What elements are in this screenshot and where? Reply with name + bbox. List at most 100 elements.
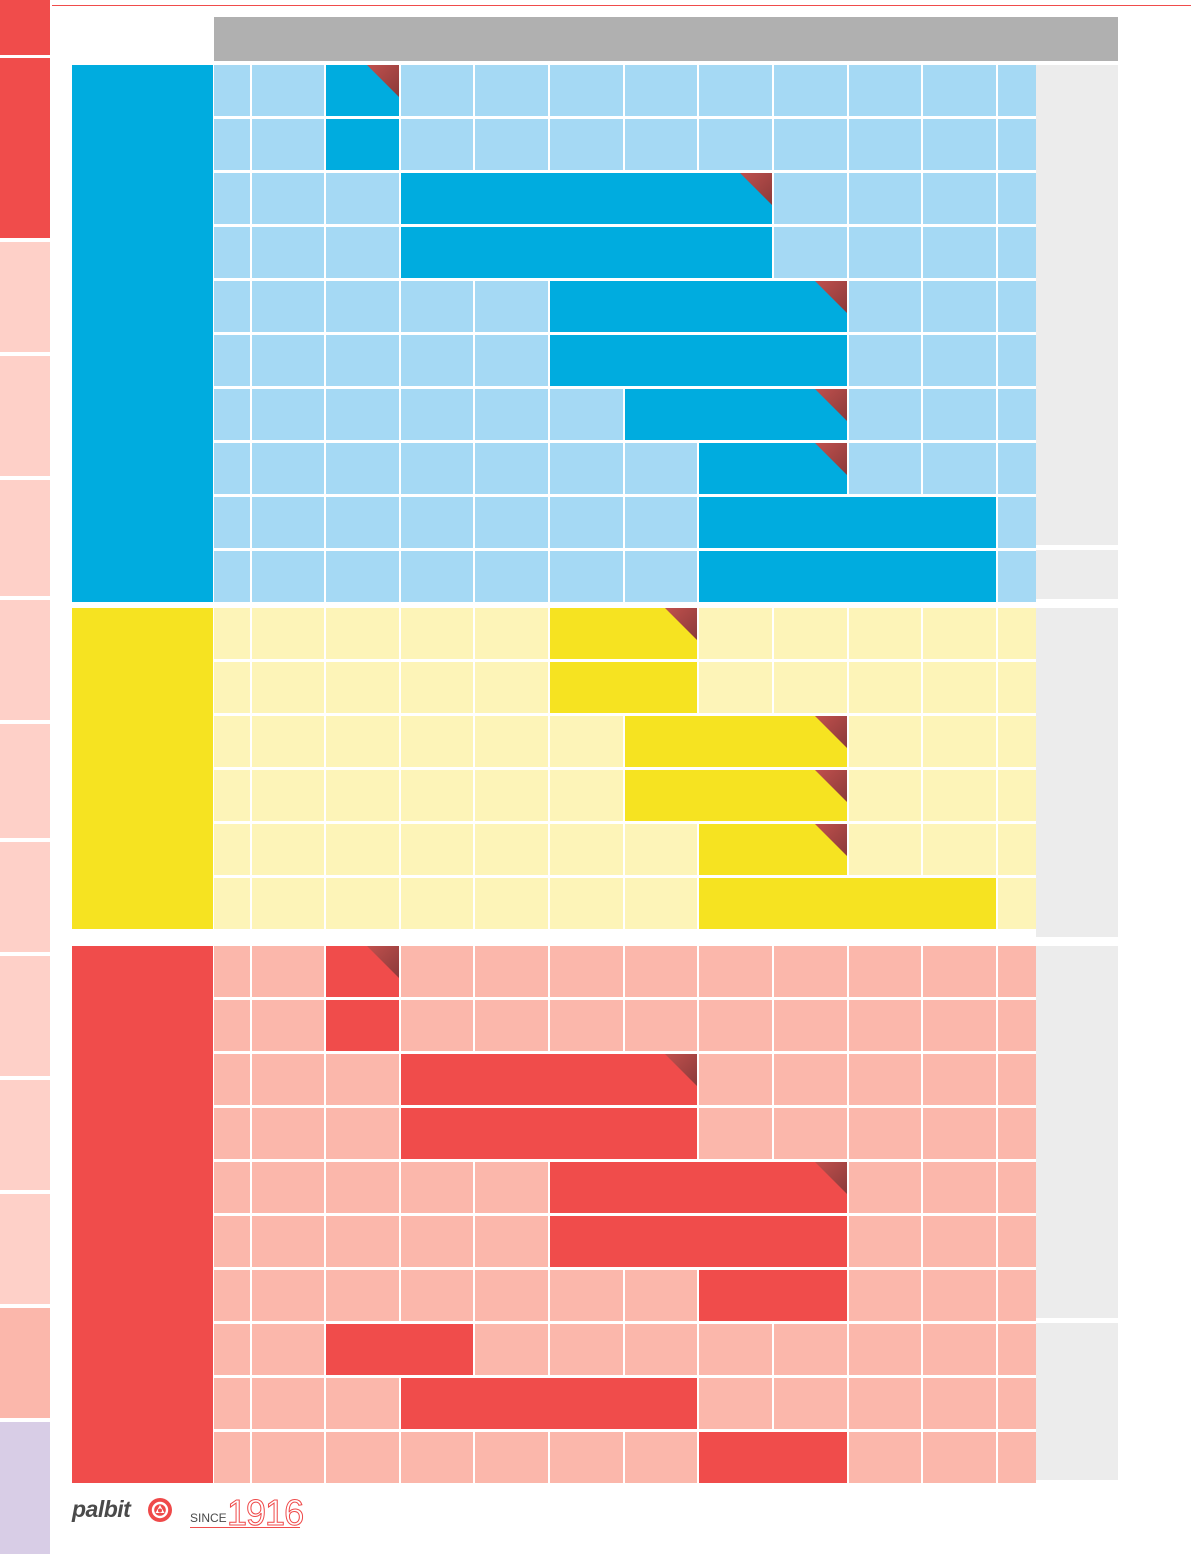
corner-marker-icon (815, 389, 847, 421)
grid-cell (699, 662, 772, 713)
grid-cell (252, 608, 324, 659)
range-bar (699, 824, 847, 875)
yellow-group-label-block (72, 608, 213, 929)
grid-cell (923, 281, 996, 332)
grid-cell (401, 878, 473, 929)
grid-cell (774, 227, 847, 278)
red-group-side-panel-2 (1036, 1323, 1118, 1480)
range-bar (401, 1378, 697, 1429)
grid-cell (849, 1324, 921, 1375)
grid-cell (923, 119, 996, 170)
grid-cell (214, 551, 250, 602)
grid-cell (252, 1324, 324, 1375)
grid-cell (923, 946, 996, 997)
grid-cell (849, 1270, 921, 1321)
grid-cell (625, 119, 697, 170)
grid-cell (475, 389, 548, 440)
grid-cell (998, 946, 1036, 997)
grid-cell (923, 608, 996, 659)
grid-cell (849, 119, 921, 170)
grid-cell (401, 946, 473, 997)
grid-cell (252, 1054, 324, 1105)
grid-cell (550, 497, 623, 548)
table-row (214, 1108, 1036, 1159)
range-bar (699, 443, 847, 494)
grid-cell (326, 878, 399, 929)
grid-cell (699, 1324, 772, 1375)
grid-cell (401, 119, 473, 170)
grid-cell (923, 1378, 996, 1429)
grid-cell (849, 1162, 921, 1213)
grid-cell (625, 878, 697, 929)
grid-cell (326, 1378, 399, 1429)
grid-cell (326, 1270, 399, 1321)
grid-cell (849, 716, 921, 767)
grid-cell (625, 1432, 697, 1483)
grid-cell (475, 946, 548, 997)
grid-cell (214, 1162, 250, 1213)
side-tab-7[interactable] (0, 724, 50, 838)
grid-cell (998, 1162, 1036, 1213)
grid-cell (849, 1432, 921, 1483)
grid-cell (923, 1108, 996, 1159)
grid-cell (326, 551, 399, 602)
side-tab-2[interactable] (0, 58, 50, 238)
grid-cell (401, 662, 473, 713)
grid-cell (998, 335, 1036, 386)
side-tab-5[interactable] (0, 480, 50, 596)
grid-cell (475, 1432, 548, 1483)
grid-cell (252, 335, 324, 386)
blue-group-label-block (72, 65, 213, 602)
grid-cell (849, 335, 921, 386)
grid-cell (774, 1378, 847, 1429)
table-row (214, 1432, 1036, 1483)
grid-cell (475, 497, 548, 548)
range-bar (550, 335, 847, 386)
table-row (214, 1216, 1036, 1267)
grid-cell (401, 1270, 473, 1321)
side-tab-9[interactable] (0, 956, 50, 1076)
grid-cell (774, 173, 847, 224)
side-tab-10[interactable] (0, 1080, 50, 1190)
grid-cell (475, 281, 548, 332)
grid-cell (475, 1270, 548, 1321)
grid-cell (849, 1000, 921, 1051)
side-tab-3[interactable] (0, 242, 50, 352)
range-bar (699, 1432, 847, 1483)
side-tab-11[interactable] (0, 1194, 50, 1304)
table-row (214, 389, 1036, 440)
grid-cell (214, 173, 250, 224)
grid-cell (401, 281, 473, 332)
side-tab-4[interactable] (0, 356, 50, 476)
side-tab-1[interactable] (0, 0, 50, 55)
side-tab-6[interactable] (0, 600, 50, 720)
side-tab-12[interactable] (0, 1308, 50, 1418)
grid-cell (998, 227, 1036, 278)
table-row (214, 497, 1036, 548)
grid-cell (401, 1432, 473, 1483)
grid-cell (401, 335, 473, 386)
grid-cell (625, 1270, 697, 1321)
grid-cell (998, 443, 1036, 494)
grid-cell (998, 281, 1036, 332)
grid-cell (401, 770, 473, 821)
grid-cell (774, 1324, 847, 1375)
grid-cell (252, 770, 324, 821)
grid-cell (252, 551, 324, 602)
range-bar (699, 1270, 847, 1321)
table-row (214, 119, 1036, 170)
grid-cell (923, 1216, 996, 1267)
grid-cell (699, 946, 772, 997)
grid-cell (214, 608, 250, 659)
grid-cell (326, 497, 399, 548)
grid-cell (475, 443, 548, 494)
grid-cell (214, 65, 250, 116)
side-tab-13[interactable] (0, 1422, 50, 1554)
grid-cell (998, 1378, 1036, 1429)
grid-cell (998, 1216, 1036, 1267)
side-tab-8[interactable] (0, 842, 50, 952)
range-bar (699, 878, 996, 929)
grid-cell (625, 1000, 697, 1051)
grid-cell (998, 770, 1036, 821)
grid-cell (923, 1054, 996, 1105)
